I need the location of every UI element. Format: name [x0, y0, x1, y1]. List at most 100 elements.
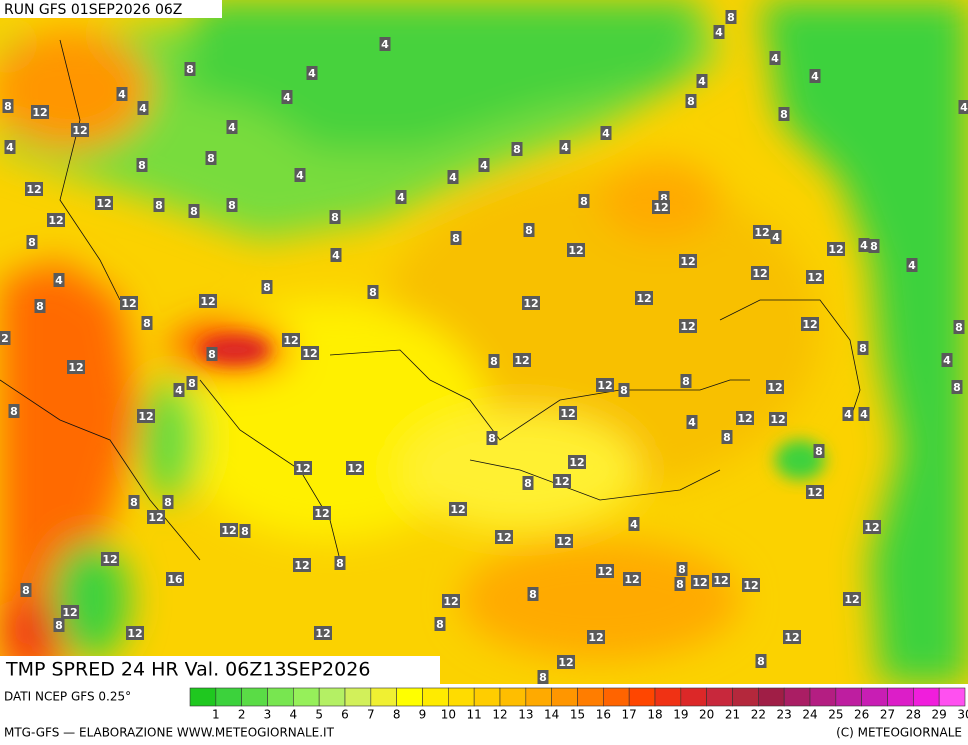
legend-swatch [396, 687, 423, 707]
legend-swatch [835, 687, 862, 707]
contour-label-box [559, 406, 577, 420]
contour-label: 4 [688, 416, 696, 429]
contour-label-box [450, 231, 462, 245]
contour-label: 4 [480, 159, 488, 172]
contour-label: 12 [588, 631, 603, 644]
contour-label-box [25, 182, 43, 196]
contour-label: 8 [955, 321, 963, 334]
contour-label: 12 [692, 576, 707, 589]
contour-label: 8 [188, 377, 196, 390]
contour-label: 8 [660, 192, 668, 205]
contour-label-box [958, 100, 968, 114]
legend-label: 15 [570, 708, 585, 722]
contour-label-box [941, 353, 953, 367]
contour-label-box [478, 158, 490, 172]
legend-label: 14 [544, 708, 559, 722]
contour-label-box [567, 243, 585, 257]
contour-label-box [137, 409, 155, 423]
legend-swatch [473, 687, 501, 707]
contour-label: 8 [859, 342, 867, 355]
contour-label: 4 [960, 101, 968, 114]
legend-label: 17 [622, 708, 637, 722]
contour-label-box [220, 523, 238, 537]
contour-label-box [447, 170, 459, 184]
contour-label: 12 [558, 656, 573, 669]
contour-label: 12 [48, 214, 63, 227]
contour-label: 12 [680, 320, 695, 333]
contour-label: 8 [263, 281, 271, 294]
legend-label: 9 [419, 708, 427, 722]
contour-label: 12 [294, 559, 309, 572]
contour-label: 12 [314, 507, 329, 520]
legend-swatch [189, 687, 217, 707]
contour-label-box [173, 383, 185, 397]
contour-label: 12 [443, 595, 458, 608]
contour-label: 12 [32, 106, 47, 119]
contour-label-box [600, 126, 612, 140]
contour-label-box [306, 66, 318, 80]
contour-label: 8 [490, 355, 498, 368]
contour-label-box [523, 223, 535, 237]
legend-swatch [887, 687, 914, 707]
legend-swatch [215, 687, 242, 707]
contour-label: 8 [580, 195, 588, 208]
contour-label: 12 [864, 521, 879, 534]
contour-label-box [806, 270, 824, 284]
contour-label: 4 [561, 141, 569, 154]
contour-label: 12 [802, 318, 817, 331]
contour-label-box [434, 617, 446, 631]
credit: MTG-GFS — ELABORAZIONE WWW.METEOGIORNALE… [4, 726, 335, 740]
run-title: RUN GFS 01SEP2026 06Z [4, 2, 182, 18]
legend-swatch [628, 687, 656, 707]
contour-label: 8 [36, 300, 44, 313]
run-box [0, 0, 222, 18]
contour-label: 16 [167, 573, 183, 586]
contour-label: 12 [737, 412, 752, 425]
contour-label-box [282, 333, 300, 347]
contour-label: 8 [727, 11, 735, 24]
contour-label-box [449, 502, 467, 516]
contour-label-box [495, 530, 513, 544]
legend-swatch [344, 687, 372, 707]
contour-label: 4 [602, 127, 610, 140]
contour-label: 8 [186, 63, 194, 76]
contour-label: 8 [208, 348, 216, 361]
contour-label: 12 [636, 292, 651, 305]
contour-label-box [20, 583, 32, 597]
contour-label-box [537, 670, 549, 684]
legend-swatch [318, 687, 346, 707]
contour-label: 4 [139, 102, 147, 115]
contour-label: 12 [62, 606, 77, 619]
contour-label: 8 [207, 152, 215, 165]
title-box [0, 656, 440, 684]
contour-label-box [778, 107, 790, 121]
legend-label: 21 [725, 708, 740, 722]
contour-label-box [618, 383, 630, 397]
contour-label-box [379, 37, 391, 51]
legend-swatch [422, 687, 449, 707]
contour-label-box [126, 626, 144, 640]
legend-swatch [267, 687, 294, 707]
contour-label: 12 [560, 407, 575, 420]
contour-label: 12 [523, 297, 538, 310]
contour-label-box [721, 430, 733, 444]
contour-label-box [801, 317, 819, 331]
legend-label: 30 [957, 708, 968, 722]
legend-label: 6 [341, 708, 349, 722]
legend-swatch [370, 687, 397, 707]
legend-swatch [706, 687, 733, 707]
legend-label: 16 [596, 708, 611, 722]
contour-label-box [686, 415, 698, 429]
contour-label: 8 [22, 584, 30, 597]
contour-label: 4 [228, 121, 236, 134]
legend-label: 5 [315, 708, 323, 722]
contour-label-box [766, 380, 784, 394]
contour-label: 12 [514, 354, 529, 367]
contour-label-box [858, 407, 870, 421]
legend-swatch [758, 687, 785, 707]
contour-label-box [137, 101, 149, 115]
contour-label-box [294, 168, 306, 182]
contour-label-box [753, 225, 771, 239]
contour-label: 12 [68, 361, 83, 374]
contour-label: 12 [767, 381, 782, 394]
